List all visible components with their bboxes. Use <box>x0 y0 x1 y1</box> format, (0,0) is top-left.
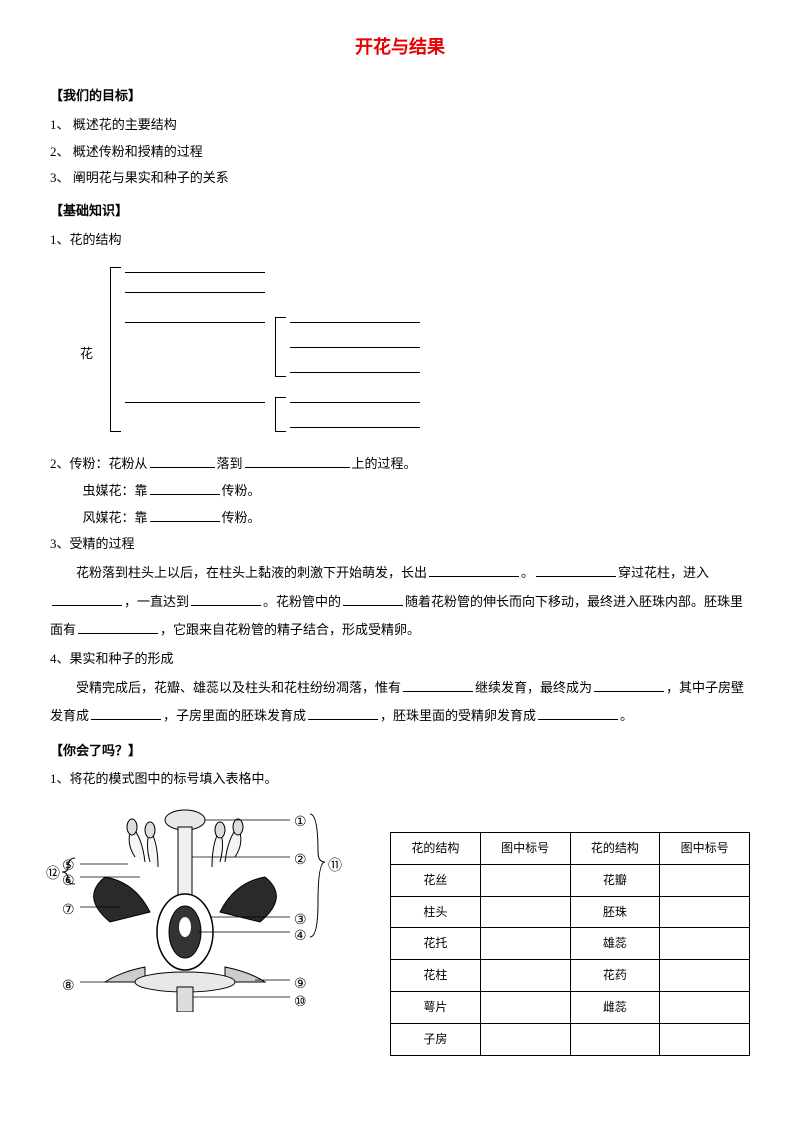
flower-label: 花 <box>80 342 93 367</box>
goals-head: 【我们的目标】 <box>50 84 750 109</box>
sub3: 3、受精的过程 <box>50 532 750 557</box>
insect-line: 虫媒花：靠传粉。 <box>83 479 751 504</box>
p3: 花粉落到柱头上以后，在柱头上黏液的刺激下开始萌发，长出。穿过花柱，进入，一直达到… <box>50 559 750 645</box>
label-8: ⑧ <box>62 974 75 1001</box>
flower-diagram: ① ② ③ ④ ⑤ ⑥ ⑦ ⑧ ⑨ ⑩ ⑪ ⑫ <box>50 802 370 1021</box>
label-2: ② <box>294 848 307 875</box>
goal-item: 2、 概述传粉和授精的过程 <box>50 140 750 165</box>
answer-table: 花的结构 图中标号 花的结构 图中标号 花丝花瓣 柱头胚珠 花托雄蕊 花柱花药 … <box>390 832 750 1056</box>
th: 图中标号 <box>480 833 570 865</box>
wind-line: 风媒花：靠传粉。 <box>83 506 751 531</box>
label-1: ① <box>294 810 307 837</box>
label-10: ⑩ <box>294 990 307 1017</box>
p4: 受精完成后，花瓣、雄蕊以及柱头和花柱纷纷凋落，惟有继续发育，最终成为，其中子房壁… <box>50 674 750 731</box>
sub1: 1、花的结构 <box>50 228 750 253</box>
basics-head: 【基础知识】 <box>50 199 750 224</box>
sub4: 4、果实和种子的形成 <box>50 647 750 672</box>
th: 花的结构 <box>570 833 660 865</box>
quiz-head: 【你会了吗？】 <box>50 739 750 764</box>
goal-item: 1、 概述花的主要结构 <box>50 113 750 138</box>
th: 图中标号 <box>660 833 750 865</box>
th: 花的结构 <box>391 833 481 865</box>
sub2: 2、传粉：花粉从落到上的过程。 <box>50 452 750 477</box>
quiz-item: 1、将花的模式图中的标号填入表格中。 <box>50 767 750 792</box>
label-12: ⑫ <box>46 862 60 889</box>
label-7: ⑦ <box>62 898 75 925</box>
label-6: ⑥ <box>62 869 75 896</box>
goal-item: 3、 阐明花与果实和种子的关系 <box>50 166 750 191</box>
label-4: ④ <box>294 924 307 951</box>
hierarchy-diagram: 花 <box>80 262 750 437</box>
label-11: ⑪ <box>328 854 342 881</box>
page-title: 开花与结果 <box>50 30 750 64</box>
